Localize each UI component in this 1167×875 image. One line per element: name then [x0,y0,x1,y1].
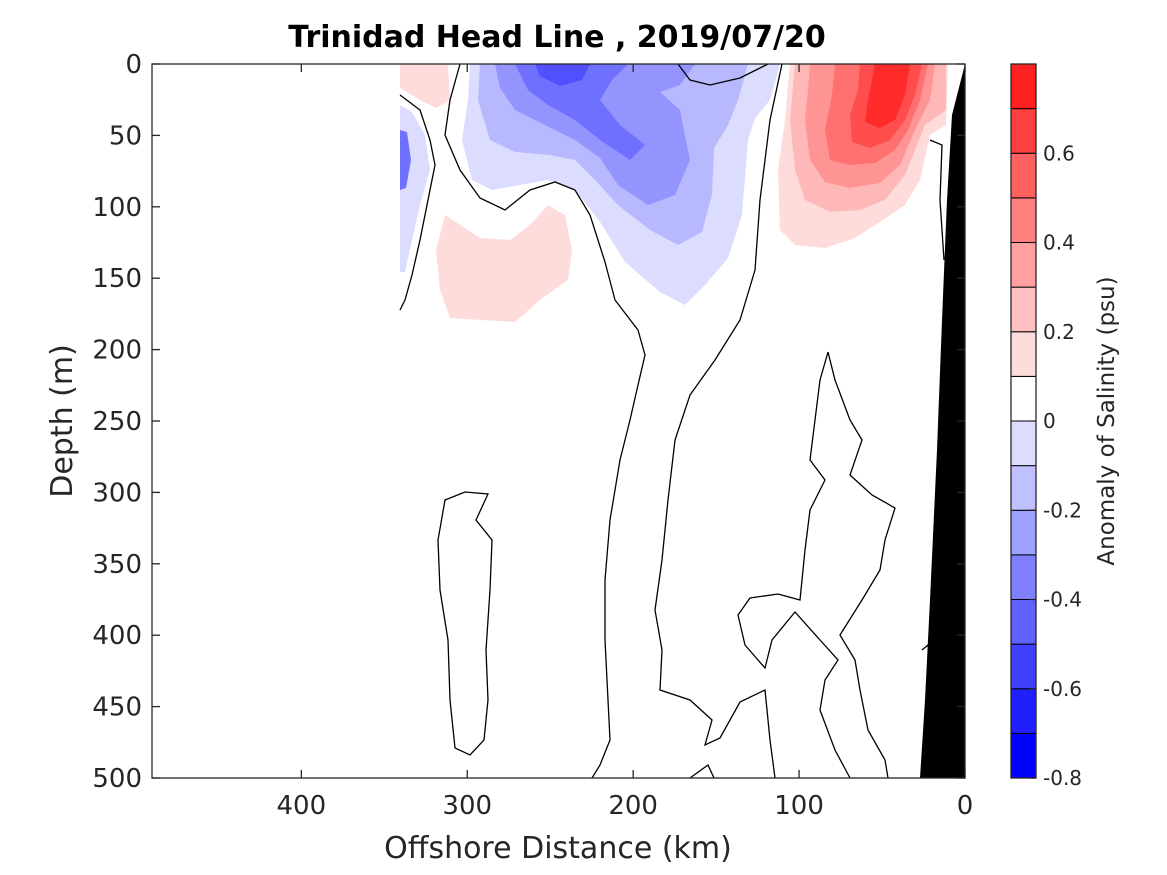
y-tick-label: 400 [92,621,142,651]
zero-contour-west [399,94,436,311]
zero-contour-small-2 [689,764,715,779]
colorbar-tick-label: 0.6 [1043,141,1075,165]
x-axis-label: Offshore Distance (km) [384,831,732,866]
zero-contour-near-shore [929,139,945,261]
colorbar-segment [1010,554,1037,600]
x-axis: 400 300 200 100 0 [277,64,974,821]
x-tick-label: 100 [774,791,824,821]
salinity-patch-neg5 [535,64,590,86]
colorbar-tick-label: -0.6 [1043,677,1082,701]
salinity-patch-neg-small [400,130,411,190]
colorbar-tick-label: -0.4 [1043,588,1082,612]
zero-contour-north [677,63,769,86]
salinity-patch-pos1-b [400,64,450,108]
zero-contour-small-1 [921,643,931,661]
zero-contour-east-inner [737,351,851,779]
y-tick-label: 0 [125,50,142,80]
y-tick-label: 200 [92,336,142,366]
colorbar: -0.8 -0.6 -0.4 -0.2 0 0.2 0.4 0.6 [1010,63,1082,790]
zero-contour-main [444,63,646,779]
colorbar-segment [1010,509,1037,556]
chart-title: Trinidad Head Line , 2019/07/20 [288,20,825,55]
colorbar-segment [1010,643,1037,690]
y-tick-label: 450 [92,693,142,723]
colorbar-segment [1010,108,1037,154]
seafloor-bathymetry [920,64,965,778]
x-tick-label: 400 [277,791,327,821]
x-tick-label: 0 [957,791,974,821]
y-tick-label: 350 [92,550,142,580]
colorbar-segment [1010,242,1037,288]
colorbar-segment [1010,599,1037,645]
colorbar-segment [1010,688,1037,734]
colorbar-tick-label: -0.2 [1043,498,1082,522]
colorbar-segment [1010,732,1037,779]
colorbar-segment [1010,197,1037,243]
salinity-patch-neg4 [515,64,645,160]
y-tick-label: 150 [92,264,142,294]
colorbar-tick-label: 0 [1043,409,1056,433]
colorbar-label: Anomaly of Salinity (psu) [1094,276,1120,565]
zero-contour-island-west [437,491,493,756]
salinity-patch-pos1-a [436,205,572,322]
x-tick-label: 200 [608,791,658,821]
y-tick-label: 100 [92,193,142,223]
zero-contours [399,63,945,779]
colorbar-segment [1010,63,1037,110]
colorbar-segment [1010,375,1037,422]
plot-area [151,63,966,779]
x-tick-label: 300 [442,791,492,821]
y-tick-label: 250 [92,407,142,437]
y-axis-label: Depth (m) [45,344,80,498]
colorbar-tick-label: 0.4 [1043,231,1075,255]
colorbar-segment [1010,465,1037,511]
colorbar-tick-label: 0.2 [1043,320,1075,344]
colorbar-segment [1010,331,1037,377]
y-tick-label: 300 [92,478,142,508]
y-tick-label: 50 [109,121,142,151]
zero-contour-east [827,351,896,779]
y-axis: 0 50 100 150 200 250 300 350 400 450 500 [92,50,965,794]
colorbar-segment [1010,420,1037,467]
y-tick-label: 500 [92,764,142,794]
salinity-patch-pos6 [865,64,910,128]
zero-contour-mid [654,63,783,779]
colorbar-tick-label: -0.8 [1043,766,1082,790]
colorbar-segment [1010,152,1037,199]
colorbar-segment [1010,286,1037,333]
